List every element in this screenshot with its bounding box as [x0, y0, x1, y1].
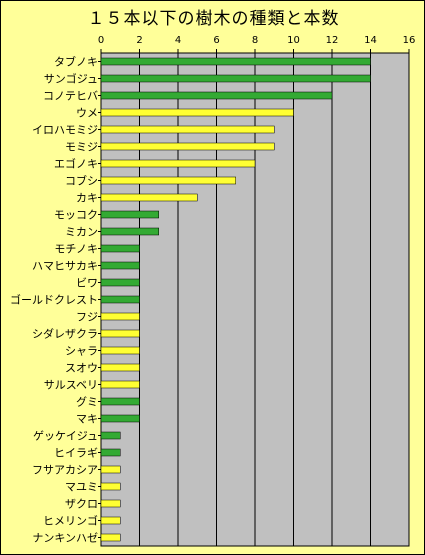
x-tick-label-10: 10 — [287, 35, 300, 46]
chart-title: １５本以下の樹木の種類と本数 — [87, 9, 340, 29]
category-label-25: マユミ — [65, 481, 98, 494]
category-label-14: ゴールドクレスト — [10, 293, 98, 307]
category-label-16: シダレザクラ — [32, 327, 98, 341]
bar-11 — [100, 244, 140, 253]
x-tick-label-4: 4 — [175, 35, 181, 46]
bar-8 — [100, 193, 198, 202]
bar-23 — [100, 448, 121, 457]
bar-12 — [100, 261, 140, 270]
category-label-9: モッコク — [54, 209, 98, 222]
category-label-24: フサアカシア — [32, 464, 98, 477]
category-label-7: コブシ — [65, 174, 98, 188]
bar-1 — [100, 74, 371, 83]
bar-19 — [100, 380, 140, 389]
bar-3 — [100, 108, 294, 117]
category-label-5: モミジ — [65, 141, 98, 154]
category-label-23: ヒイラギ — [54, 447, 98, 460]
x-tick-label-0: 0 — [98, 35, 104, 46]
category-label-6: エゴノキ — [54, 157, 98, 171]
bar-27 — [100, 516, 121, 525]
category-label-2: コノテヒバ — [43, 90, 98, 103]
bar-17 — [100, 346, 140, 355]
x-tick-label-2: 2 — [136, 35, 142, 46]
category-label-13: ビワ — [76, 277, 98, 290]
bar-13 — [100, 278, 140, 287]
category-label-3: ウメ — [76, 107, 98, 120]
bar-7 — [100, 176, 236, 185]
bar-28 — [100, 533, 121, 542]
category-label-1: サンゴジュ — [44, 72, 98, 86]
category-label-21: マキ — [76, 413, 98, 426]
bar-20 — [100, 397, 140, 406]
bar-16 — [100, 329, 140, 338]
bar-18 — [100, 363, 140, 372]
x-tick-label-12: 12 — [326, 35, 339, 46]
bar-26 — [100, 499, 121, 508]
bar-22 — [100, 431, 121, 440]
bar-21 — [100, 414, 140, 423]
bar-24 — [100, 465, 121, 474]
bar-14 — [100, 295, 140, 304]
bar-9 — [100, 210, 159, 219]
bar-15 — [100, 312, 140, 321]
category-label-0: タブノキ — [54, 55, 98, 69]
bar-0 — [100, 57, 371, 66]
category-label-22: ゲッケイジュ — [33, 430, 98, 443]
x-tick-label-16: 16 — [403, 35, 416, 46]
bar-2 — [100, 91, 333, 100]
bar-10 — [100, 227, 159, 236]
category-label-18: スオウ — [65, 362, 98, 375]
category-label-15: フジ — [76, 311, 98, 324]
bar-5 — [100, 142, 275, 151]
x-tick-label-14: 14 — [364, 35, 377, 46]
category-label-26: ザクロ — [65, 498, 98, 511]
bar-6 — [100, 159, 256, 168]
category-label-10: ミカン — [65, 226, 98, 239]
category-label-17: シャラ — [65, 345, 98, 358]
category-label-19: サルスベリ — [44, 379, 98, 392]
x-tick-label-6: 6 — [213, 35, 219, 46]
category-label-11: モチノキ — [54, 243, 98, 256]
bar-4 — [100, 125, 275, 134]
category-label-27: ヒメリンゴ — [43, 514, 98, 528]
bar-25 — [100, 482, 121, 491]
category-label-28: ナンキンハゼ — [32, 532, 98, 545]
x-tick-label-8: 8 — [252, 35, 258, 46]
category-label-8: カキ — [76, 192, 98, 205]
category-label-20: グミ — [76, 395, 98, 409]
category-label-12: ハマヒサカキ — [32, 260, 98, 273]
category-label-4: イロハモミジ — [32, 124, 98, 137]
